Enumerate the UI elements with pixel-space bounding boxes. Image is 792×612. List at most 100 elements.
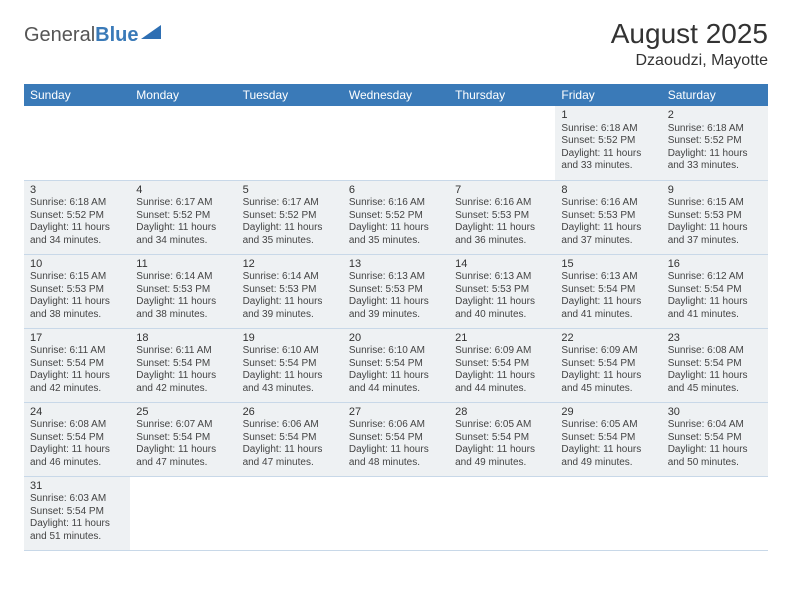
calendar-cell: 12Sunrise: 6:14 AMSunset: 5:53 PMDayligh…	[237, 254, 343, 328]
sunrise-line: Sunrise: 6:10 AM	[243, 345, 319, 356]
sunset-line: Sunset: 5:54 PM	[243, 358, 317, 369]
sunrise-line: Sunrise: 6:13 AM	[349, 271, 425, 282]
sunset-line: Sunset: 5:53 PM	[349, 284, 423, 295]
calendar-cell	[237, 106, 343, 180]
sunrise-line: Sunrise: 6:14 AM	[243, 271, 319, 282]
sunrise-line: Sunrise: 6:16 AM	[349, 197, 425, 208]
calendar-cell	[130, 106, 236, 180]
calendar-cell: 16Sunrise: 6:12 AMSunset: 5:54 PMDayligh…	[662, 254, 768, 328]
sunrise-line: Sunrise: 6:03 AM	[30, 493, 106, 504]
sunrise-line: Sunrise: 6:11 AM	[136, 345, 211, 356]
daylight-line: Daylight: 11 hours and 48 minutes.	[349, 444, 429, 468]
sun-info: Sunrise: 6:17 AM Sunset: 5:52 PMDaylight:…	[243, 197, 337, 247]
calendar-cell: 27Sunrise: 6:06 AMSunset: 5:54 PMDayligh…	[343, 402, 449, 476]
calendar-cell	[449, 106, 555, 180]
calendar-cell: 24Sunrise: 6:08 AMSunset: 5:54 PMDayligh…	[24, 402, 130, 476]
sun-info: Sunrise: 6:18 AMSunset: 5:52 PMDaylight:…	[561, 123, 655, 173]
sunset-line: Sunset: 5:52 PM	[349, 210, 423, 221]
calendar-cell: 28Sunrise: 6:05 AMSunset: 5:54 PMDayligh…	[449, 402, 555, 476]
daylight-line: Daylight: 11 hours and 44 minutes.	[455, 370, 535, 394]
sunrise-line: Sunrise: 6:18 AM	[30, 197, 106, 208]
sunrise-line: Sunrise: 6:17 AM	[243, 197, 319, 208]
day-number: 16	[668, 258, 762, 272]
calendar-week-row: 17Sunrise: 6:11 AMSunset: 5:54 PMDayligh…	[24, 328, 768, 402]
calendar-cell: 17Sunrise: 6:11 AMSunset: 5:54 PMDayligh…	[24, 328, 130, 402]
sunrise-line: Sunrise: 6:10 AM	[349, 345, 425, 356]
sun-info: Sunrise: 6:04 AMSunset: 5:54 PMDaylight:…	[668, 419, 762, 469]
sun-info: Sunrise: 6:11 AMSunset: 5:54 PMDaylight:…	[30, 345, 124, 395]
sunrise-line: Sunrise: 6:13 AM	[455, 271, 531, 282]
location-subtitle: Dzaoudzi, Mayotte	[611, 52, 768, 70]
day-number: 5	[243, 184, 337, 198]
calendar-cell: 11Sunrise: 6:14 AMSunset: 5:53 PMDayligh…	[130, 254, 236, 328]
daylight-line: Daylight: 11 hours and 35 minutes.	[243, 222, 323, 246]
sunset-line: Sunset: 5:52 PM	[668, 135, 742, 146]
daylight-line: Daylight: 11 hours and 47 minutes.	[136, 444, 216, 468]
sunrise-line: Sunrise: 6:04 AM	[668, 419, 744, 430]
day-number: 24	[30, 406, 124, 420]
sun-info: Sunrise: 6:10 AMSunset: 5:54 PMDaylight:…	[349, 345, 443, 395]
calendar-cell: 9Sunrise: 6:15 AMSunset: 5:53 PMDaylight…	[662, 180, 768, 254]
sunrise-line: Sunrise: 6:16 AM	[561, 197, 637, 208]
daylight-line: Daylight: 11 hours and 36 minutes.	[455, 222, 535, 246]
sunset-line: Sunset: 5:54 PM	[561, 284, 635, 295]
calendar-cell: 18Sunrise: 6:11 AMSunset: 5:54 PMDayligh…	[130, 328, 236, 402]
calendar-cell	[343, 476, 449, 550]
weekday-header: Wednesday	[343, 84, 449, 106]
daylight-line: Daylight: 11 hours and 35 minutes.	[349, 222, 429, 246]
day-number: 2	[668, 109, 762, 123]
sunset-line: Sunset: 5:54 PM	[561, 432, 635, 443]
day-number: 9	[668, 184, 762, 198]
calendar-cell: 30Sunrise: 6:04 AMSunset: 5:54 PMDayligh…	[662, 402, 768, 476]
day-number: 25	[136, 406, 230, 420]
sunset-line: Sunset: 5:52 PM	[30, 210, 104, 221]
sunrise-line: Sunrise: 6:05 AM	[561, 419, 637, 430]
daylight-line: Daylight: 11 hours and 45 minutes.	[668, 370, 748, 394]
day-number: 17	[30, 332, 124, 346]
calendar-cell: 6Sunrise: 6:16 AMSunset: 5:52 PMDaylight…	[343, 180, 449, 254]
daylight-line: Daylight: 11 hours and 37 minutes.	[561, 222, 641, 246]
sun-info: Sunrise: 6:11 AMSunset: 5:54 PMDaylight:…	[136, 345, 230, 395]
daylight-line: Daylight: 11 hours and 39 minutes.	[349, 296, 429, 320]
sunset-line: Sunset: 5:52 PM	[561, 135, 635, 146]
daylight-line: Daylight: 11 hours and 42 minutes.	[30, 370, 110, 394]
page-title: August 2025	[611, 18, 768, 50]
daylight-line: Daylight: 11 hours and 43 minutes.	[243, 370, 323, 394]
sun-info: Sunrise: 6:13 AMSunset: 5:53 PMDaylight:…	[455, 271, 549, 321]
sun-info: Sunrise: 6:05 AMSunset: 5:54 PMDaylight:…	[455, 419, 549, 469]
sun-info: Sunrise: 6:16 AM Sunset: 5:52 PMDaylight:…	[349, 197, 443, 247]
day-number: 29	[561, 406, 655, 420]
daylight-line: Daylight: 11 hours and 33 minutes.	[561, 148, 641, 172]
sun-info: Sunrise: 6:07 AMSunset: 5:54 PMDaylight:…	[136, 419, 230, 469]
calendar-cell: 5Sunrise: 6:17 AM Sunset: 5:52 PMDaylight…	[237, 180, 343, 254]
sunset-line: Sunset: 5:54 PM	[30, 432, 104, 443]
daylight-line: Daylight: 11 hours and 34 minutes.	[30, 222, 110, 246]
day-number: 10	[30, 258, 124, 272]
sunset-line: Sunset: 5:54 PM	[30, 358, 104, 369]
sun-info: Sunrise: 6:08 AMSunset: 5:54 PMDaylight:…	[668, 345, 762, 395]
day-number: 8	[561, 184, 655, 198]
sun-info: Sunrise: 6:10 AM Sunset: 5:54 PMDaylight:…	[243, 345, 337, 395]
sunrise-line: Sunrise: 6:09 AM	[455, 345, 531, 356]
sunrise-line: Sunrise: 6:15 AM	[30, 271, 106, 282]
daylight-line: Daylight: 11 hours and 38 minutes.	[30, 296, 110, 320]
weekday-header: Sunday	[24, 84, 130, 106]
day-number: 13	[349, 258, 443, 272]
calendar-cell: 3Sunrise: 6:18 AMSunset: 5:52 PMDaylight…	[24, 180, 130, 254]
sun-info: Sunrise: 6:15 AMSunset: 5:53 PMDaylight:…	[30, 271, 124, 321]
weekday-header: Friday	[555, 84, 661, 106]
sunrise-line: Sunrise: 6:16 AM	[455, 197, 531, 208]
sunset-line: Sunset: 5:54 PM	[30, 506, 104, 517]
sunset-line: Sunset: 5:52 PM	[243, 210, 317, 221]
sun-info: Sunrise: 6:17 AMSunset: 5:52 PMDaylight:…	[136, 197, 230, 247]
calendar-cell: 25Sunrise: 6:07 AMSunset: 5:54 PMDayligh…	[130, 402, 236, 476]
day-number: 1	[561, 109, 655, 123]
daylight-line: Daylight: 11 hours and 38 minutes.	[136, 296, 216, 320]
sunset-line: Sunset: 5:53 PM	[243, 284, 317, 295]
daylight-line: Daylight: 11 hours and 37 minutes.	[668, 222, 748, 246]
sunrise-line: Sunrise: 6:14 AM	[136, 271, 212, 282]
sunset-line: Sunset: 5:53 PM	[455, 284, 529, 295]
day-number: 7	[455, 184, 549, 198]
sun-info: Sunrise: 6:13 AMSunset: 5:54 PMDaylight:…	[561, 271, 655, 321]
day-number: 11	[136, 258, 230, 272]
